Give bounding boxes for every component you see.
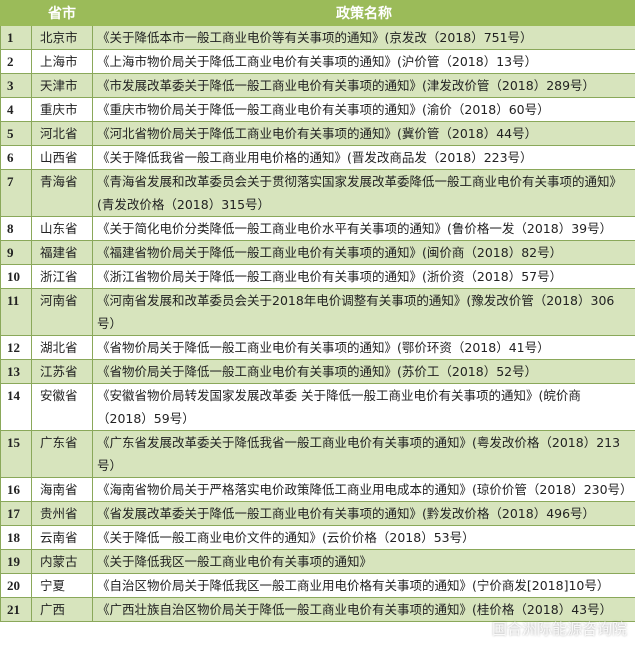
row-number: 16 [0, 477, 32, 502]
table-row: 9 福建省 《福建省物价局关于降低一般工商业电价有关事项的通知》(闽价商（2018）… [0, 240, 635, 265]
table-row: 15 广东省 《广东省发展改革委关于降低我省一般工商业电价有关事项的通知》(粤发改价… [0, 430, 635, 478]
table-row: 11 河南省 《河南省发展和改革委员会关于2018年电价调整有关事项的通知》(豫发改… [0, 288, 635, 336]
row-policy: 《关于简化电价分类降低一般工商业电价水平有关事项的通知》(鲁价格一发（2018）… [92, 216, 635, 241]
row-number: 5 [0, 121, 32, 146]
row-policy: 《关于降低一般工商业电价文件的通知》(云价价格（2018）53号） [92, 525, 635, 550]
row-policy: 《海南省物价局关于严格落实电价政策降低工商业用电成本的通知》(琼价价管（2018… [92, 477, 635, 502]
table-row: 4 重庆市 《重庆市物价局关于降低一般工商业电价有关事项的通知》(渝价（2018）6… [0, 97, 635, 122]
table-row: 20 宁夏 《自治区物价局关于降低我区一般工商业用电价格有关事项的通知》(宁价商发[… [0, 573, 635, 598]
row-province: 海南省 [31, 477, 93, 502]
table-row: 14 安徽省 《安徽省物价局转发国家发展改革委 关于降低一般工商业电价有关事项的通知… [0, 383, 635, 431]
row-number: 1 [0, 25, 32, 50]
policy-table: 省市 政策名称 1 北京市 《关于降低本市一般工商业电价等有关事项的通知》(京发改（… [0, 0, 635, 622]
row-number: 10 [0, 264, 32, 289]
table-row: 6 山西省 《关于降低我省一般工商业用电价格的通知》(晋发改商品发（2018）223… [0, 145, 635, 170]
table-row: 21 广西 《广西壮族自治区物价局关于降低一般工商业电价有关事项的通知》(桂价格（2… [0, 597, 635, 622]
row-province: 河北省 [31, 121, 93, 146]
table-row: 2 上海市 《上海市物价局关于降低工商业电价有关事项的通知》(沪价管（2018）13… [0, 49, 635, 74]
table-row: 16 海南省 《海南省物价局关于严格落实电价政策降低工商业用电成本的通知》(琼价价管… [0, 477, 635, 502]
row-number: 17 [0, 501, 32, 526]
row-policy: 《广东省发展改革委关于降低我省一般工商业电价有关事项的通知》(粤发改价格（201… [92, 430, 635, 478]
row-policy: 《自治区物价局关于降低我区一般工商业用电价格有关事项的通知》(宁价商发[2018… [92, 573, 635, 598]
table-header-row: 省市 政策名称 [0, 0, 635, 26]
table-row: 10 浙江省 《浙江省物价局关于降低一般工商业电价有关事项的通知》(浙价资（2018… [0, 264, 635, 289]
row-province: 福建省 [31, 240, 93, 265]
table-row: 17 贵州省 《省发展改革委关于降低一般工商业电价有关事项的通知》(黔发改价格（20… [0, 501, 635, 526]
row-number: 6 [0, 145, 32, 170]
header-policy: 政策名称 [92, 0, 635, 26]
row-province: 北京市 [31, 25, 93, 50]
row-number: 4 [0, 97, 32, 122]
row-policy: 《省物价局关于降低一般工商业电价有关事项的通知》(苏价工（2018）52号） [92, 359, 635, 384]
row-province: 江苏省 [31, 359, 93, 384]
row-province: 湖北省 [31, 335, 93, 360]
row-policy: 《福建省物价局关于降低一般工商业电价有关事项的通知》(闽价商（2018）82号） [92, 240, 635, 265]
row-province: 重庆市 [31, 97, 93, 122]
row-number: 2 [0, 49, 32, 74]
row-number: 21 [0, 597, 32, 622]
table-body: 1 北京市 《关于降低本市一般工商业电价等有关事项的通知》(京发改（2018）751… [0, 25, 635, 622]
row-province: 广东省 [31, 430, 93, 478]
row-policy: 《市发展改革委关于降低一般工商业电价有关事项的通知》(津发改价管（2018）28… [92, 73, 635, 98]
row-number: 8 [0, 216, 32, 241]
row-policy: 《关于降低我省一般工商业用电价格的通知》(晋发改商品发（2018）223号） [92, 145, 635, 170]
table-row: 18 云南省 《关于降低一般工商业电价文件的通知》(云价价格（2018）53号） [0, 525, 635, 550]
table-row: 7 青海省 《青海省发展和改革委员会关于贯彻落实国家发展改革委降低一般工商业电价有关… [0, 169, 635, 217]
row-province: 安徽省 [31, 383, 93, 431]
row-policy: 《河北省物价局关于降低工商业电价有关事项的通知》(冀价管（2018）44号） [92, 121, 635, 146]
table-row: 12 湖北省 《省物价局关于降低一般工商业电价有关事项的通知》(鄂价环资（2018）… [0, 335, 635, 360]
row-number: 11 [0, 288, 32, 336]
row-number: 9 [0, 240, 32, 265]
row-policy: 《关于降低本市一般工商业电价等有关事项的通知》(京发改（2018）751号） [92, 25, 635, 50]
row-province: 山西省 [31, 145, 93, 170]
row-number: 14 [0, 383, 32, 431]
row-number: 3 [0, 73, 32, 98]
row-number: 7 [0, 169, 32, 217]
row-province: 贵州省 [31, 501, 93, 526]
row-policy: 《重庆市物价局关于降低一般工商业电价有关事项的通知》(渝价（2018）60号） [92, 97, 635, 122]
row-number: 20 [0, 573, 32, 598]
row-policy: 《河南省发展和改革委员会关于2018年电价调整有关事项的通知》(豫发改价管（20… [92, 288, 635, 336]
row-province: 内蒙古 [31, 549, 93, 574]
row-province: 浙江省 [31, 264, 93, 289]
row-policy: 《安徽省物价局转发国家发展改革委 关于降低一般工商业电价有关事项的通知》(皖价商… [92, 383, 635, 431]
row-policy: 《省物价局关于降低一般工商业电价有关事项的通知》(鄂价环资（2018）41号） [92, 335, 635, 360]
table-row: 3 天津市 《市发展改革委关于降低一般工商业电价有关事项的通知》(津发改价管（201… [0, 73, 635, 98]
row-number: 19 [0, 549, 32, 574]
row-number: 15 [0, 430, 32, 478]
row-province: 云南省 [31, 525, 93, 550]
row-number: 13 [0, 359, 32, 384]
row-policy: 《上海市物价局关于降低工商业电价有关事项的通知》(沪价管（2018）13号） [92, 49, 635, 74]
row-policy: 《广西壮族自治区物价局关于降低一般工商业电价有关事项的通知》(桂价格（2018）… [92, 597, 635, 622]
row-province: 宁夏 [31, 573, 93, 598]
table-row: 13 江苏省 《省物价局关于降低一般工商业电价有关事项的通知》(苏价工（2018）5… [0, 359, 635, 384]
row-province: 广西 [31, 597, 93, 622]
table-row: 8 山东省 《关于简化电价分类降低一般工商业电价水平有关事项的通知》(鲁价格一发（2… [0, 216, 635, 241]
row-province: 天津市 [31, 73, 93, 98]
table-row: 5 河北省 《河北省物价局关于降低工商业电价有关事项的通知》(冀价管（2018）44… [0, 121, 635, 146]
row-policy: 《关于降低我区一般工商业电价有关事项的通知》 [92, 549, 635, 574]
row-province: 河南省 [31, 288, 93, 336]
row-province: 青海省 [31, 169, 93, 217]
row-province: 上海市 [31, 49, 93, 74]
row-policy: 《浙江省物价局关于降低一般工商业电价有关事项的通知》(浙价资（2018）57号） [92, 264, 635, 289]
row-policy: 《青海省发展和改革委员会关于贯彻落实国家发展改革委降低一般工商业电价有关事项的通… [92, 169, 635, 217]
watermark: 国合洲际能源咨询院 [491, 620, 627, 638]
table-row: 1 北京市 《关于降低本市一般工商业电价等有关事项的通知》(京发改（2018）751… [0, 25, 635, 50]
row-province: 山东省 [31, 216, 93, 241]
row-number: 12 [0, 335, 32, 360]
row-policy: 《省发展改革委关于降低一般工商业电价有关事项的通知》(黔发改价格（2018）49… [92, 501, 635, 526]
table-row: 19 内蒙古 《关于降低我区一般工商业电价有关事项的通知》 [0, 549, 635, 574]
header-index [0, 0, 32, 26]
header-province: 省市 [31, 0, 93, 26]
row-number: 18 [0, 525, 32, 550]
